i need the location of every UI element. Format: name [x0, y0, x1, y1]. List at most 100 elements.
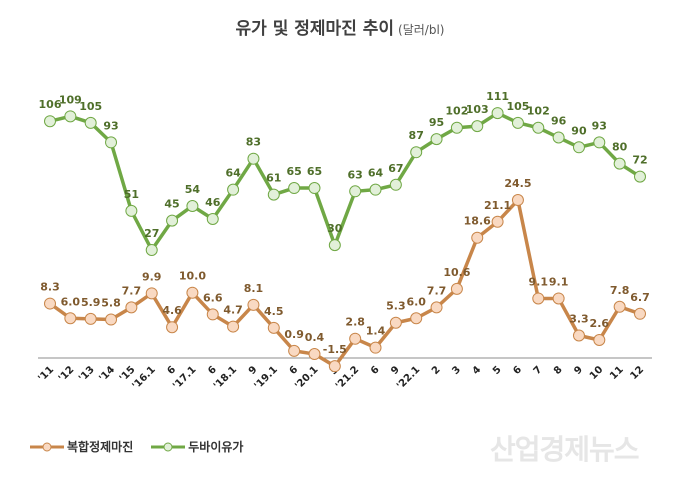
x-tick-label: 8 — [552, 364, 565, 377]
data-point — [349, 185, 362, 198]
data-label: 4.6 — [162, 304, 182, 317]
data-point — [369, 183, 382, 196]
data-label: 2.8 — [345, 316, 365, 329]
data-label: 103 — [466, 103, 489, 116]
data-point — [593, 136, 606, 149]
data-label: 65 — [307, 165, 322, 178]
x-tick-label: '11 — [36, 364, 56, 384]
data-label: 63 — [348, 168, 363, 181]
data-point — [145, 287, 158, 300]
data-point — [328, 360, 341, 373]
x-tick-label: '17.1 — [171, 364, 198, 391]
data-label: 105 — [79, 100, 102, 113]
data-point — [613, 300, 626, 313]
data-point — [247, 298, 260, 311]
data-point — [450, 282, 463, 295]
data-label: 83 — [246, 136, 261, 149]
data-point — [634, 307, 646, 320]
data-point — [552, 292, 565, 305]
data-label: 9.1 — [549, 275, 569, 288]
data-point — [227, 320, 240, 333]
data-point — [410, 146, 423, 159]
data-label: 0.4 — [305, 331, 325, 344]
data-point — [247, 152, 260, 165]
data-label: 18.6 — [464, 215, 491, 228]
data-point — [288, 182, 301, 195]
unit-label: (달러/bl) — [398, 23, 445, 37]
data-label: 64 — [368, 167, 384, 180]
data-point — [389, 316, 402, 329]
data-point — [450, 121, 463, 134]
data-point — [105, 313, 118, 326]
x-tick-label: 2 — [430, 364, 443, 377]
data-label: 111 — [486, 90, 509, 103]
x-tick-label: 6 — [206, 364, 219, 377]
x-tick-label: 6 — [511, 364, 524, 377]
data-label: 51 — [124, 188, 139, 201]
data-point — [572, 141, 585, 154]
data-label: 46 — [205, 196, 221, 209]
data-point — [430, 133, 443, 146]
data-point — [227, 183, 240, 196]
x-tick-label: 6 — [369, 364, 382, 377]
data-label: 96 — [551, 115, 567, 128]
data-label: 9.9 — [142, 270, 162, 283]
data-label: 90 — [571, 124, 587, 137]
data-point — [369, 341, 382, 354]
data-label: 6.6 — [203, 291, 223, 304]
data-label: 106 — [39, 98, 62, 111]
data-point — [308, 348, 321, 361]
x-tick-label: '12 — [57, 364, 77, 384]
x-tick-label: '22.1 — [395, 364, 422, 391]
data-label: 7.8 — [610, 284, 630, 297]
x-tick-label: 7 — [532, 364, 545, 377]
data-point — [308, 182, 321, 195]
data-point — [634, 170, 646, 183]
data-point — [166, 321, 179, 334]
data-point — [511, 116, 524, 129]
x-tick-label: '14 — [97, 364, 117, 384]
data-label: 4.5 — [264, 305, 284, 318]
data-label: 61 — [266, 172, 281, 185]
data-label: 6.0 — [61, 295, 81, 308]
data-point — [186, 199, 199, 212]
watermark-logo: 산업경제뉴스 — [490, 433, 640, 466]
data-point — [491, 107, 504, 120]
line-chart: '11'12'13'14'15'16.1 6'17.1 6'18.1 9'19.1 6'… — [36, 90, 652, 392]
data-label: 64 — [225, 167, 241, 180]
data-point — [125, 204, 138, 217]
series-line-dubai — [49, 111, 641, 252]
data-label: 54 — [185, 183, 201, 196]
data-point — [166, 214, 179, 227]
legend-label-margin: 복합정제마진 — [67, 440, 134, 454]
data-label: 30 — [327, 222, 343, 235]
data-label: 2.6 — [590, 317, 610, 330]
data-label: 93 — [103, 119, 118, 132]
data-label: 65 — [286, 165, 301, 178]
x-tick-label: '16.1 — [130, 364, 157, 391]
data-point — [105, 136, 118, 149]
data-label: 10.6 — [443, 266, 470, 279]
x-tick-label: 6 — [288, 364, 301, 377]
data-label: 72 — [632, 154, 647, 167]
x-tick-label: 9 — [572, 364, 585, 377]
x-tick-label: '20.1 — [293, 364, 320, 391]
data-label: 10.0 — [179, 270, 206, 283]
data-point — [267, 188, 280, 201]
data-label: 109 — [59, 93, 82, 106]
data-point — [389, 178, 402, 191]
data-point — [572, 329, 585, 342]
data-point — [593, 333, 606, 346]
x-tick-label: 9 — [247, 364, 260, 377]
data-label: 7.7 — [427, 284, 447, 297]
data-point — [145, 243, 158, 256]
data-point — [552, 131, 565, 144]
data-label: 4.7 — [223, 304, 243, 317]
data-label: 1.4 — [366, 325, 386, 338]
data-label: 5.9 — [81, 296, 101, 309]
legend-item-margin: 복합정제마진 — [30, 438, 133, 455]
data-point — [471, 231, 484, 244]
x-tick-label: 5 — [491, 364, 504, 377]
data-point — [471, 120, 484, 133]
data-point — [206, 308, 219, 321]
